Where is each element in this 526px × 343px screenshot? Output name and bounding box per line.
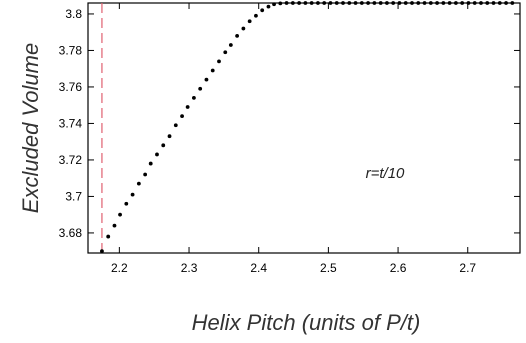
- y-tick-label: 3.8: [65, 7, 82, 21]
- x-axis-title: Helix Pitch (units of P/t): [192, 310, 421, 335]
- x-tick-label: 2.7: [459, 261, 476, 275]
- data-point: [198, 86, 203, 91]
- data-point: [173, 123, 178, 128]
- data-point: [428, 1, 433, 5]
- data-point: [223, 50, 228, 55]
- data-point: [441, 1, 446, 5]
- data-point: [272, 2, 276, 7]
- data-point: [403, 1, 408, 5]
- data-point: [192, 95, 196, 100]
- y-tick-label: 3.76: [59, 80, 83, 94]
- data-point: [366, 1, 371, 5]
- y-tick-labels: 3.68 3.7 3.72 3.74 3.76 3.78 3.8: [59, 7, 83, 240]
- data-point: [322, 1, 327, 5]
- data-point: [284, 1, 289, 5]
- data-point: [278, 1, 283, 6]
- data-point: [148, 161, 153, 166]
- data-point: [347, 1, 352, 5]
- data-point: [378, 1, 383, 5]
- data-point: [397, 1, 402, 5]
- data-point: [266, 4, 271, 9]
- data-point: [466, 1, 471, 5]
- data-point: [241, 26, 246, 31]
- data-point: [303, 1, 308, 5]
- data-point: [416, 1, 421, 5]
- data-point: [453, 1, 458, 5]
- data-point: [309, 1, 314, 5]
- data-point: [290, 1, 295, 5]
- x-tick-labels: 2.2 2.3 2.4 2.5 2.6 2.7: [111, 261, 476, 275]
- annotation-label: r=t/10: [366, 165, 405, 182]
- x-tick-label: 2.6: [390, 261, 407, 275]
- data-point: [155, 152, 159, 157]
- plot-frame: [87, 2, 521, 254]
- data-point: [118, 212, 122, 217]
- data-point: [485, 1, 490, 5]
- data-point: [472, 1, 477, 5]
- data-point: [260, 8, 265, 13]
- data-point: [161, 143, 166, 148]
- data-point: [372, 1, 377, 5]
- data-point: [341, 1, 345, 5]
- data-point: [204, 77, 209, 82]
- data-point: [316, 1, 320, 5]
- y-tick-label: 3.7: [65, 189, 82, 203]
- data-point: [422, 1, 427, 5]
- y-tick-label: 3.72: [59, 153, 83, 167]
- data-point: [491, 1, 496, 5]
- x-tick-label: 2.4: [250, 261, 267, 275]
- x-tick-label: 2.2: [111, 261, 128, 275]
- data-point: [328, 1, 333, 5]
- data-point: [353, 1, 358, 5]
- data-points: [100, 1, 515, 254]
- x-tick-label: 2.5: [320, 261, 337, 275]
- data-point: [334, 1, 339, 5]
- data-point: [112, 223, 117, 228]
- data-point: [435, 1, 439, 5]
- x-tick-label: 2.3: [181, 261, 198, 275]
- data-point: [143, 172, 148, 177]
- data-point: [447, 1, 452, 5]
- data-point: [124, 201, 129, 206]
- data-point: [254, 13, 258, 18]
- data-point: [130, 192, 135, 197]
- y-tick-label: 3.74: [59, 116, 83, 130]
- data-point: [136, 181, 141, 186]
- data-point: [385, 1, 389, 5]
- data-point: [504, 1, 508, 5]
- data-point: [106, 234, 111, 239]
- data-point: [391, 1, 396, 5]
- data-point: [210, 68, 215, 73]
- axis-ticks: [88, 3, 520, 253]
- data-point: [217, 59, 221, 64]
- data-point: [100, 249, 104, 254]
- data-point: [167, 134, 172, 139]
- data-point: [497, 1, 502, 5]
- data-point: [185, 105, 190, 109]
- data-point: [247, 19, 252, 24]
- y-tick-label: 3.68: [59, 226, 83, 240]
- data-point: [297, 1, 302, 5]
- y-axis-title: Excluded Volume: [18, 43, 43, 213]
- data-point: [510, 1, 515, 5]
- data-point: [479, 1, 483, 5]
- data-point: [235, 33, 240, 38]
- data-point: [359, 1, 364, 5]
- data-point: [410, 1, 414, 5]
- data-point: [460, 1, 465, 5]
- data-point: [228, 43, 233, 47]
- y-tick-label: 3.78: [59, 43, 83, 57]
- data-point: [180, 114, 184, 119]
